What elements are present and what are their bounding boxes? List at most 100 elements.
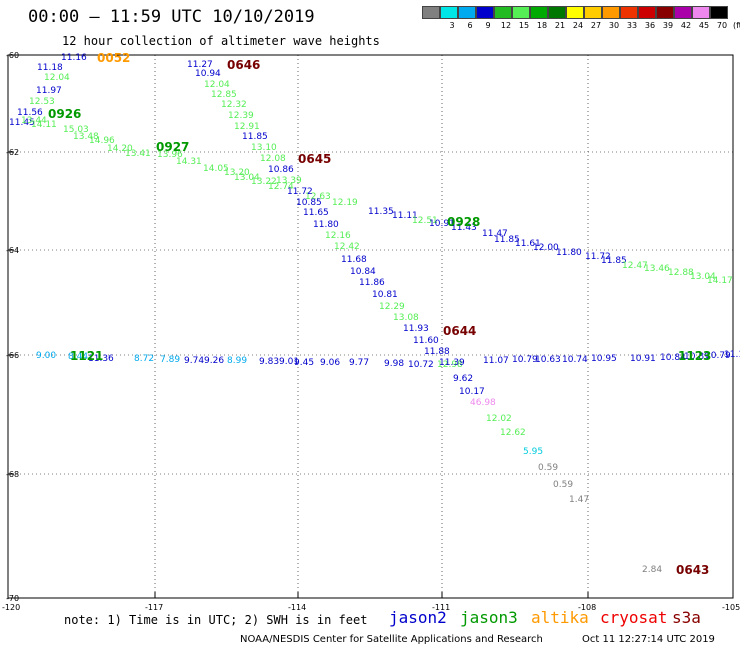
wave-height-label: 11.86 (359, 278, 385, 288)
lon-tick-label: -111 (432, 603, 451, 612)
scale-swatch (656, 6, 674, 19)
lon-tick-label: -117 (145, 603, 164, 612)
pass-time-label: 1121 (70, 349, 104, 363)
lon-tick-label: -120 (2, 603, 21, 612)
scale-value: 15 (518, 21, 530, 30)
pass-time-label: 0928 (447, 215, 481, 229)
wave-height-label: 10.94 (195, 69, 221, 79)
wave-height-label: 12.29 (379, 302, 405, 312)
wave-height-label: 11.61 (515, 239, 541, 249)
wave-height-label: 9.83 (259, 357, 280, 367)
pass-time-label: 0926 (48, 107, 82, 121)
wave-height-label: 11.16 (61, 53, 87, 63)
wave-height-label: 12.62 (500, 428, 526, 438)
wave-height-label: 12.08 (260, 154, 286, 164)
wave-height-label: 12.16 (325, 231, 351, 241)
scale-value: 24 (572, 21, 584, 30)
lat-tick-label: -64 (6, 246, 20, 255)
wave-height-label: 11.68 (341, 255, 367, 265)
lat-tick-label: -68 (6, 470, 20, 479)
wave-height-label: 12.53 (29, 97, 55, 107)
scale-swatch (692, 6, 710, 19)
wave-height-label: 13.04 (234, 173, 260, 183)
wave-height-label: 9.06 (320, 358, 341, 368)
wave-height-label: 11.80 (313, 220, 339, 230)
pass-time-label: 0646 (227, 58, 261, 72)
scale-swatch (440, 6, 458, 19)
wave-height-label: 11.47 (482, 229, 508, 239)
pass-time-label: 0052 (97, 51, 131, 65)
wave-height-label: 12.74 (268, 182, 294, 192)
lat-tick-label: -62 (6, 148, 20, 157)
wave-height-label: 11.45 (9, 118, 35, 128)
wave-height-label: 11.85 (242, 132, 268, 142)
wave-height-label: 14.05 (203, 164, 229, 174)
pass-time-label: 0644 (443, 324, 477, 338)
wave-height-label: 12.98 (437, 360, 463, 370)
map-subtitle: 12 hour collection of altimeter wave hei… (62, 34, 380, 48)
legend-jason3: jason3 (460, 608, 518, 627)
wave-height-label: 12.91 (234, 122, 260, 132)
lat-tick-label: -66 (6, 351, 20, 360)
footnote: note: 1) Time is in UTC; 2) SWH is in fe… (64, 613, 368, 627)
scale-value: 12 (500, 21, 512, 30)
wave-height-label: 10.17 (459, 387, 485, 397)
wave-height-label: 10.89 (684, 352, 710, 362)
wave-height-label: 12.88 (668, 268, 694, 278)
pass-time-label: 0927 (156, 140, 190, 154)
scale-swatch (602, 6, 620, 19)
wave-height-label: 14.96 (89, 136, 115, 146)
scale-value: 21 (554, 21, 566, 30)
scale-value: 27 (590, 21, 602, 30)
wave-height-label: 9.45 (294, 358, 315, 368)
scale-swatch (530, 6, 548, 19)
scale-value: 30 (608, 21, 620, 30)
scale-value: 42 (680, 21, 692, 30)
lat-tick-label: -70 (6, 594, 20, 603)
wave-height-label: 5.95 (523, 447, 544, 457)
wave-height-label: 11.97 (36, 86, 62, 96)
scale-value: 6 (467, 21, 473, 30)
lat-tick-label: -60 (6, 51, 20, 60)
wave-height-label: 12.42 (334, 242, 360, 252)
scale-swatch (620, 6, 638, 19)
legend-jason2: jason2 (389, 608, 447, 627)
wave-height-label: 10.85 (296, 198, 322, 208)
wave-height-label: 11.18 (37, 63, 63, 73)
pass-time-label: 1123 (678, 349, 712, 363)
scale-value: 18 (536, 21, 548, 30)
wave-height-label: 10.84 (350, 267, 376, 277)
wave-height-label: 12.04 (204, 80, 230, 90)
scale-swatch (638, 6, 656, 19)
wave-height-label: 0.59 (538, 463, 559, 473)
wave-height-label: 13.46 (644, 264, 670, 274)
wave-height-label: 14.17 (707, 276, 733, 286)
wave-height-label: 11.27 (187, 60, 213, 70)
wave-height-label: 10.79 (512, 355, 538, 365)
wave-height-label: 10.63 (535, 355, 561, 365)
scale-unit: (ft) (732, 21, 740, 30)
lon-tick-label: -114 (288, 603, 307, 612)
scale-swatch (422, 6, 440, 19)
wave-height-label: 11.35 (368, 207, 394, 217)
wave-height-label: 11.65 (303, 208, 329, 218)
wave-height-label: 11.36 (88, 354, 114, 364)
wave-height-label: 11.11 (392, 211, 418, 221)
lon-tick-label: -105 (722, 603, 740, 612)
wave-height-label: 13.48 (73, 132, 99, 142)
scale-swatch (512, 6, 530, 19)
wave-height-label: 9.74 (184, 356, 205, 366)
pass-time-label: 0645 (298, 152, 332, 166)
lon-tick-label: -108 (578, 603, 597, 612)
wave-height-label: 7.89 (160, 355, 181, 365)
wave-height-label: 11.72 (287, 187, 313, 197)
generation-timestamp: Oct 11 12:27:14 UTC 2019 (582, 634, 715, 645)
legend-altika: altika (531, 608, 589, 627)
wave-height-label: 11.43 (451, 223, 477, 233)
legend-cryosat: cryosat (600, 608, 668, 627)
wave-height-label: 9.00 (36, 351, 57, 361)
wave-height-label: 11.39 (439, 358, 465, 368)
scale-swatch (566, 6, 584, 19)
